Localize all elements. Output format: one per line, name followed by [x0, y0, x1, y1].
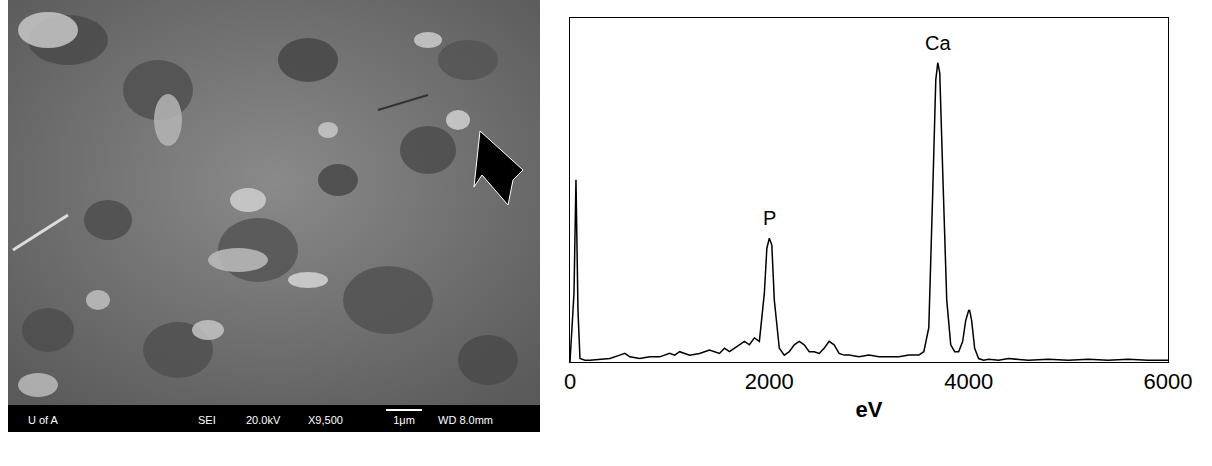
svg-text:WD 8.0mm: WD 8.0mm — [438, 414, 493, 426]
svg-text:0: 0 — [564, 369, 576, 394]
svg-text:Ca: Ca — [925, 32, 951, 54]
svg-text:4000: 4000 — [944, 369, 993, 394]
svg-text:2000: 2000 — [745, 369, 794, 394]
svg-text:6000: 6000 — [1144, 369, 1193, 394]
svg-text:X9,500: X9,500 — [308, 414, 343, 426]
svg-text:SEI: SEI — [198, 414, 216, 426]
svg-text:20.0kV: 20.0kV — [246, 414, 281, 426]
svg-text:P: P — [763, 207, 776, 229]
svg-text:U of A: U of A — [28, 414, 59, 426]
svg-text:1μm: 1μm — [393, 414, 415, 426]
svg-text:eV: eV — [856, 397, 883, 422]
